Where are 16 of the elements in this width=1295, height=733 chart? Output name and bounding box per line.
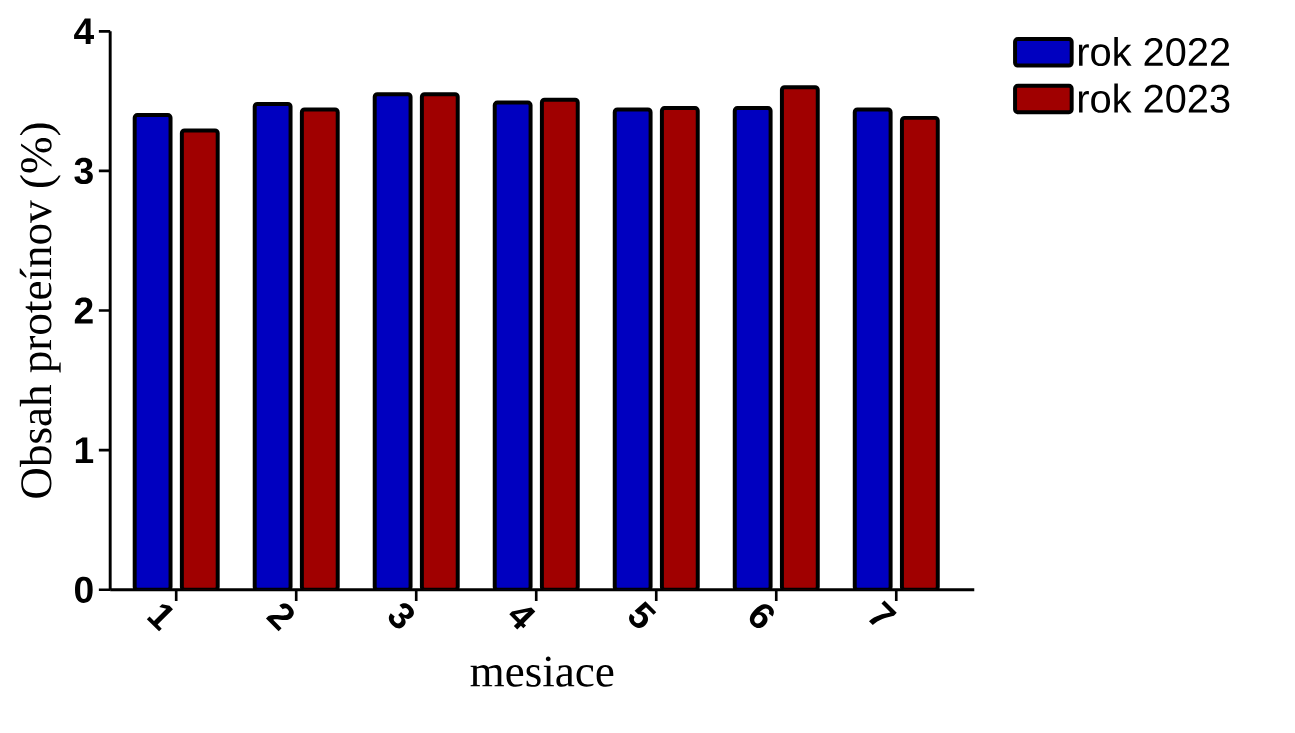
x-tick-label: 4 [509, 607, 536, 630]
y-tick-label: 4 [74, 18, 94, 45]
y-tick-label: 1 [75, 437, 94, 464]
x-axis-title: mesiace [470, 656, 614, 687]
x-tick-label: 5 [629, 601, 657, 629]
legend-label: rok 2022 [1078, 37, 1230, 67]
x-tick-label: 6 [749, 604, 774, 629]
x-tick-label: 3 [388, 603, 414, 629]
x-tick-label: 1 [146, 604, 173, 632]
x-tick-label: 7 [869, 600, 897, 626]
y-tick-label: 0 [75, 576, 93, 604]
y-tick-label: 2 [74, 297, 93, 324]
y-tick-label: 3 [74, 157, 93, 185]
x-tick-label: 2 [265, 603, 294, 632]
y-axis-title: Obsah proteínov (%) [19, 123, 61, 498]
legend-label: rok 2023 [1078, 83, 1230, 113]
